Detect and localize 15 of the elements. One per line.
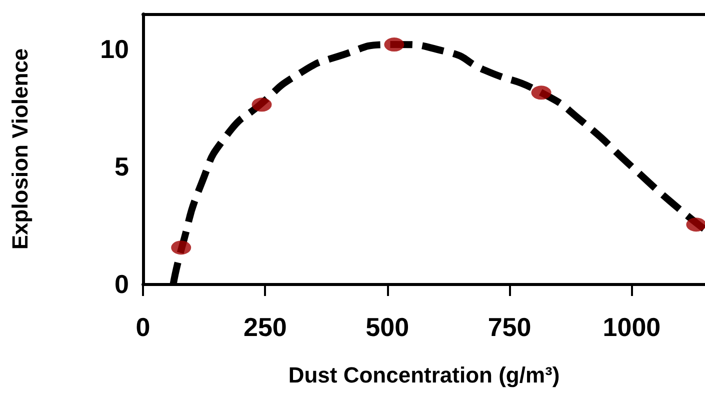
point [686,218,705,232]
y-tick-label: 10 [100,34,129,64]
x-tick-label: 0 [136,312,150,342]
point [531,86,552,100]
x-axis-title: Dust Concentration (g/m³) [288,362,560,388]
x-tick-label: 1000 [602,312,661,342]
x-tick-label: 750 [488,312,532,342]
point [384,38,404,52]
y-tick-label: 0 [114,269,129,299]
point [171,240,192,255]
y-tick-label: 5 [114,152,129,182]
y-axis-title: Explosion Violence [8,48,32,250]
x-tick-label: 250 [243,312,287,342]
point [252,98,272,112]
x-tick-label: 500 [366,312,410,342]
